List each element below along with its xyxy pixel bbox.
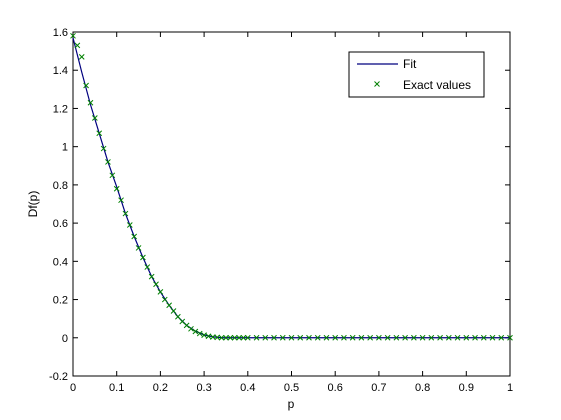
exact-value-marker: [236, 334, 242, 341]
x-tick-label: 1: [507, 382, 513, 394]
exact-value-marker: [122, 210, 129, 217]
exact-value-marker: [83, 82, 89, 89]
x-tick-label: 0.1: [109, 382, 124, 394]
exact-value-marker: [192, 328, 199, 335]
exact-value-marker: [306, 334, 312, 341]
x-tick-label: 0.9: [459, 382, 474, 394]
exact-value-marker: [454, 334, 461, 341]
exact-value-marker: [153, 281, 159, 288]
exact-value-marker: [118, 197, 124, 204]
exact-value-marker: [109, 172, 116, 179]
exact-value-marker: [70, 32, 76, 39]
exact-value-marker: [196, 330, 203, 337]
exact-value-marker: [297, 334, 304, 341]
exact-value-marker: [332, 334, 339, 341]
exact-value-marker: [105, 159, 111, 165]
y-tick-label: 0: [62, 333, 68, 345]
exact-value-marker: [507, 334, 513, 341]
exact-value-marker: [489, 334, 496, 341]
exact-value-marker: [288, 334, 295, 341]
y-tick-label: -0.2: [49, 371, 68, 383]
exact-value-marker: [419, 334, 426, 341]
exact-value-marker: [445, 334, 452, 341]
y-tick-label: 0.8: [53, 180, 68, 192]
exact-value-marker: [113, 185, 120, 192]
y-tick-label: 1.2: [53, 103, 68, 115]
exact-value-marker: [323, 334, 330, 341]
exact-value-marker: [402, 334, 408, 341]
exact-value-marker: [463, 334, 470, 341]
exact-value-marker: [411, 334, 417, 341]
exact-value-marker: [253, 334, 260, 341]
exact-value-marker: [140, 254, 146, 261]
exact-values-series-layer: [70, 32, 513, 341]
exact-value-marker: [376, 334, 382, 341]
exact-value-marker: [271, 334, 277, 341]
exact-value-marker: [87, 99, 94, 106]
x-axis-label: p: [288, 397, 295, 411]
exact-value-marker: [472, 334, 478, 341]
exact-value-marker: [188, 325, 194, 332]
exact-value-marker: [144, 264, 151, 270]
exact-value-marker: [170, 308, 177, 314]
exact-value-marker: [78, 53, 85, 60]
legend-exact-label: Exact values: [403, 78, 471, 92]
exact-value-marker: [240, 334, 247, 341]
exact-value-marker: [131, 233, 138, 240]
y-tick-label: 0.6: [53, 218, 68, 230]
exact-value-marker: [205, 333, 212, 340]
exact-value-marker: [437, 334, 443, 341]
x-tick-label: 0.6: [328, 382, 343, 394]
exact-value-marker: [393, 334, 400, 341]
x-tick-label: 0: [70, 382, 76, 394]
exact-value-marker: [218, 334, 225, 341]
ticks-layer: 0 0.1 0.2 0.3 0.4 0.5 0.6 0.7 0.8 0.9 1-0.200.20.4…: [49, 27, 513, 394]
exact-value-marker: [91, 115, 98, 121]
legend-fit-label: Fit: [403, 57, 417, 71]
x-tick-label: 0.8: [415, 382, 430, 394]
exact-value-marker: [74, 42, 81, 49]
exact-value-marker: [183, 322, 190, 329]
exact-value-marker: [498, 334, 505, 341]
exact-value-marker: [223, 334, 229, 341]
exact-value-marker: [262, 334, 269, 341]
exact-value-marker: [166, 302, 172, 309]
legend-box: [348, 51, 485, 98]
exact-value-marker: [349, 334, 356, 341]
legend: Fit Exact values: [348, 51, 485, 98]
exact-value-marker: [480, 334, 487, 341]
exact-value-marker: [135, 245, 142, 251]
legend-exact-marker-icon: [374, 81, 380, 87]
x-tick-label: 0.4: [240, 382, 255, 394]
exact-value-marker: [384, 334, 391, 341]
x-tick-label: 0.7: [371, 382, 386, 394]
exact-value-marker: [126, 222, 133, 228]
exact-value-marker: [157, 289, 164, 295]
exact-value-marker: [428, 334, 435, 341]
y-tick-label: 1.4: [53, 65, 68, 77]
exact-value-marker: [314, 334, 321, 341]
exact-value-marker: [227, 334, 234, 341]
exact-value-marker: [367, 334, 374, 341]
y-axis-label: Df(p): [26, 191, 40, 218]
exact-value-marker: [341, 334, 347, 341]
x-tick-label: 0.2: [153, 382, 168, 394]
x-tick-label: 0.5: [284, 382, 299, 394]
exact-value-marker: [161, 296, 168, 303]
exact-value-marker: [175, 313, 181, 320]
exact-value-marker: [201, 332, 207, 338]
exact-value-marker: [148, 273, 155, 280]
exact-value-marker: [279, 334, 286, 341]
exact-value-marker: [100, 145, 107, 152]
exact-value-marker: [244, 334, 251, 341]
exact-value-marker: [358, 334, 365, 341]
exact-value-marker: [96, 130, 103, 137]
y-tick-label: 0.4: [53, 256, 68, 268]
exact-value-marker: [231, 334, 238, 341]
y-tick-label: 0.2: [53, 295, 68, 307]
x-tick-label: 0.3: [196, 382, 211, 394]
y-tick-label: 1.6: [53, 27, 68, 39]
y-tick-label: 1: [62, 142, 68, 154]
